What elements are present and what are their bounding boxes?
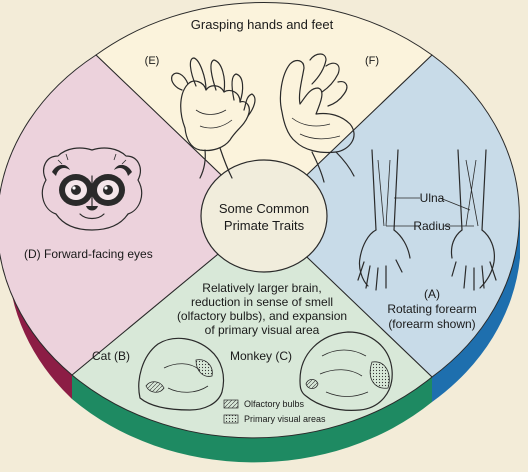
forearm-drawing [357, 149, 497, 291]
legend-visual-label: Primary visual areas [244, 414, 326, 424]
label-e: (E) [145, 55, 160, 67]
monkey-label: Monkey (C) [230, 349, 292, 363]
grasping-title: Grasping hands and feet [191, 17, 334, 32]
legend-swatch-olfactory [223, 399, 239, 409]
monkey-skull-drawing [299, 331, 393, 411]
ulna-label: Ulna [420, 191, 445, 205]
brain-text-line2: reduction in sense of smell [191, 295, 333, 309]
forearm-letter: (A) [424, 287, 440, 301]
disc-sectors [0, 1, 520, 439]
loris-face-drawing [41, 147, 143, 231]
grasping-foot-drawing [279, 53, 355, 183]
rim-bottom [72, 359, 432, 463]
brain-legend: Olfactory bulbs Primary visual areas [223, 399, 326, 424]
label-f: (F) [365, 55, 379, 67]
forearm-caption-line2: (forearm shown) [388, 317, 475, 331]
brain-text-line3: (olfactory bulbs), and expansion [177, 309, 347, 323]
sector-left [0, 54, 265, 376]
sector-right [263, 54, 520, 378]
center-circle [200, 159, 328, 273]
cat-label: Cat (B) [92, 349, 130, 363]
center-title-line2: Primate Traits [224, 218, 305, 233]
sector-top [95, 1, 433, 217]
legend-swatch-visual [223, 414, 239, 424]
forward-eyes-caption: (D) Forward-facing eyes [24, 247, 153, 261]
radius-label: Radius [413, 219, 450, 233]
brain-text-line4: of primary visual area [205, 323, 320, 337]
forearm-caption-line1: Rotating forearm [387, 302, 476, 316]
grasping-hand-drawing [171, 57, 256, 179]
center-title-line1: Some Common [219, 201, 309, 216]
sector-bottom [71, 215, 433, 439]
legend-olfactory-label: Olfactory bulbs [244, 399, 305, 409]
brain-text-line1: Relatively larger brain, [202, 281, 321, 295]
cat-skull-drawing [138, 337, 225, 411]
